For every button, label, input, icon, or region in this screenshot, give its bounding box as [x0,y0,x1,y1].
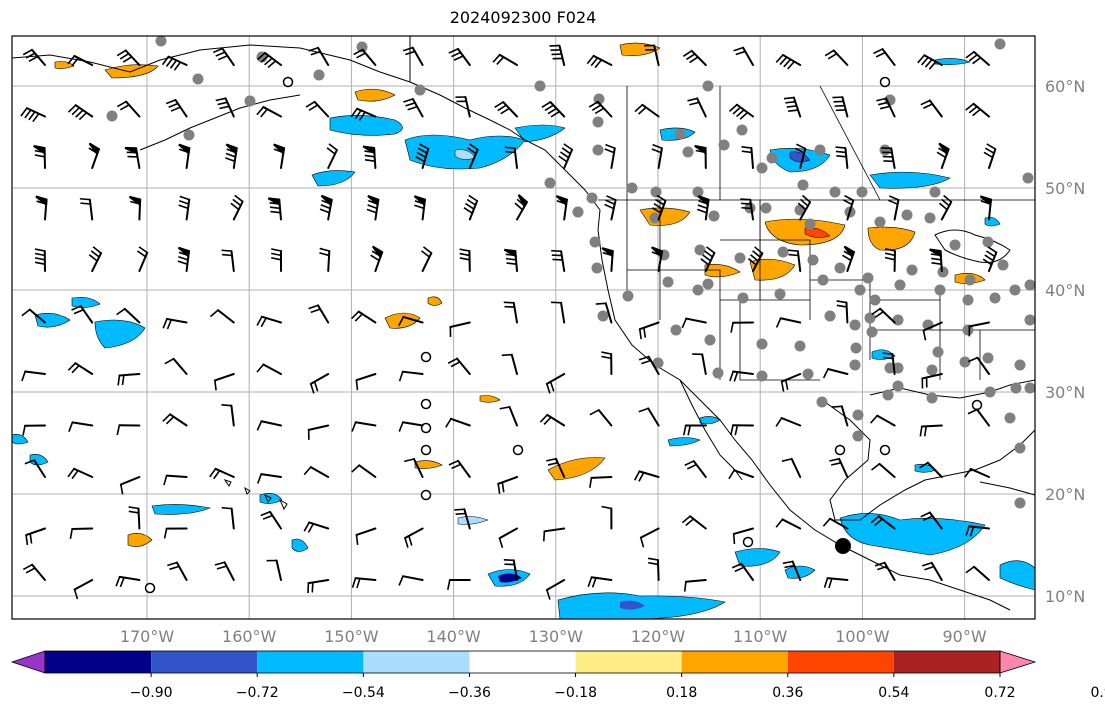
lat-label: 10°N [1045,587,1085,606]
colorbar-tick-label: −0.72 [236,685,279,701]
lon-label: 160°W [222,627,277,646]
colorbar-segment [787,651,894,673]
lat-label: 40°N [1045,281,1085,300]
lat-label: 20°N [1045,485,1085,504]
colorbar-tick-label: 0.54 [878,685,909,701]
colorbar-segment [893,651,1000,673]
colorbar-tick-label: −0.90 [130,685,173,701]
colorbar-tick-label: 0.18 [666,685,697,701]
colorbar-segment [681,651,788,673]
longitude-labels: 170°W 160°W 150°W 140°W 130°W 120°W 110°W 100°W… [120,627,987,646]
lon-label: 150°W [324,627,379,646]
station-markers [106,36,1035,594]
lat-label: 30°N [1045,383,1085,402]
colorbar-segment [469,651,576,673]
colorbar-tick-label: −0.18 [554,685,597,701]
colorbar-segment [151,651,258,673]
wind-barbs [20,44,998,600]
map-frame [11,35,1036,620]
colorbar-tick-label: 0.90 [1091,685,1105,701]
colorbar-extend-low [10,650,46,674]
colorbar-segment [257,651,364,673]
colorbar-segment [45,651,152,673]
lon-label: 100°W [835,627,890,646]
lon-label: 110°W [733,627,788,646]
colorbar-tick-label: 0.72 [984,685,1015,701]
colorbar-segment [363,651,470,673]
lon-label: 120°W [631,627,686,646]
lon-label: 90°W [943,627,987,646]
colorbar-tick-label: −0.36 [448,685,491,701]
lon-label: 130°W [529,627,584,646]
map-title: 2024092300 F024 [449,8,597,27]
colorbar-tick-label: −0.54 [342,685,385,701]
lat-label: 50°N [1045,179,1085,198]
colorbar-tick-label: 0.36 [772,685,803,701]
lon-label: 170°W [120,627,175,646]
lat-label: 60°N [1045,77,1085,96]
latitude-labels: 60°N 50°N 40°N 30°N 20°N 10°N [1045,77,1085,606]
colorbar-segment [575,651,682,673]
colorbar-extend-high [999,650,1037,674]
colorbar-tick-labels: −0.90 −0.72 −0.54 −0.36 −0.18 0.18 0.36 0.54 0.7… [130,673,1105,701]
lon-label: 140°W [426,627,481,646]
colorbar [10,650,1037,674]
